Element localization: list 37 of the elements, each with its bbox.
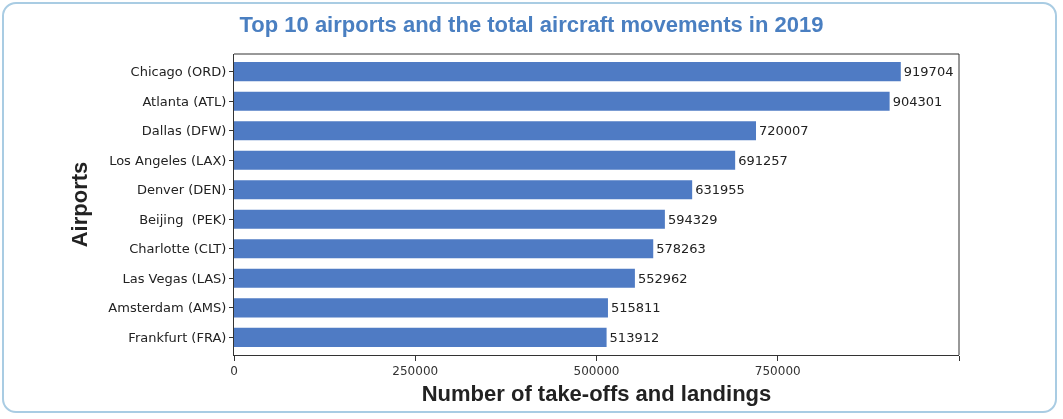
data-label: 552962	[637, 270, 688, 286]
y-tick-label: Beijing (PEK)	[139, 211, 227, 227]
bar	[234, 209, 665, 229]
y-tick-label: Charlotte (CLT)	[129, 241, 227, 257]
y-tick-label: Los Angeles (LAX)	[109, 152, 227, 168]
bar	[234, 327, 607, 347]
data-label: 515811	[610, 300, 661, 316]
y-tick-label: Chicago (ORD)	[130, 64, 227, 80]
x-tick-label: 500000	[573, 364, 620, 379]
x-axis-title: Number of take-offs and landings	[421, 381, 772, 407]
y-axis-title: Airports	[67, 161, 93, 248]
bar	[234, 180, 693, 200]
data-label: 720007	[759, 123, 809, 139]
data-label: 578263	[656, 241, 706, 257]
data-label: 919704	[903, 64, 954, 80]
bar	[234, 91, 890, 111]
bar	[234, 298, 608, 318]
data-label: 513912	[609, 329, 660, 345]
x-tick-label: 250000	[392, 364, 439, 379]
y-tick-label: Amsterdam (AMS)	[108, 300, 227, 316]
data-label: 904301	[892, 93, 943, 109]
x-tick-label: 750000	[754, 364, 801, 379]
chart-title: Top 10 airports and the total aircraft movements in 2019	[239, 11, 824, 37]
x-tick-label: 0	[230, 364, 238, 379]
bar	[234, 62, 901, 82]
y-tick-label: Atlanta (ATL)	[142, 93, 227, 109]
bar	[234, 239, 654, 259]
y-tick-label: Frankfurt (FRA)	[128, 329, 227, 345]
bar	[234, 150, 736, 170]
y-tick-label: Las Vegas (LAS)	[122, 270, 227, 286]
data-label: 691257	[738, 152, 788, 168]
bar	[234, 121, 757, 141]
y-tick-label: Dallas (DFW)	[141, 123, 227, 139]
data-label: 631955	[695, 182, 745, 198]
bar	[234, 268, 635, 288]
data-label: 594329	[667, 211, 718, 227]
y-tick-label: Denver (DEN)	[136, 182, 227, 198]
